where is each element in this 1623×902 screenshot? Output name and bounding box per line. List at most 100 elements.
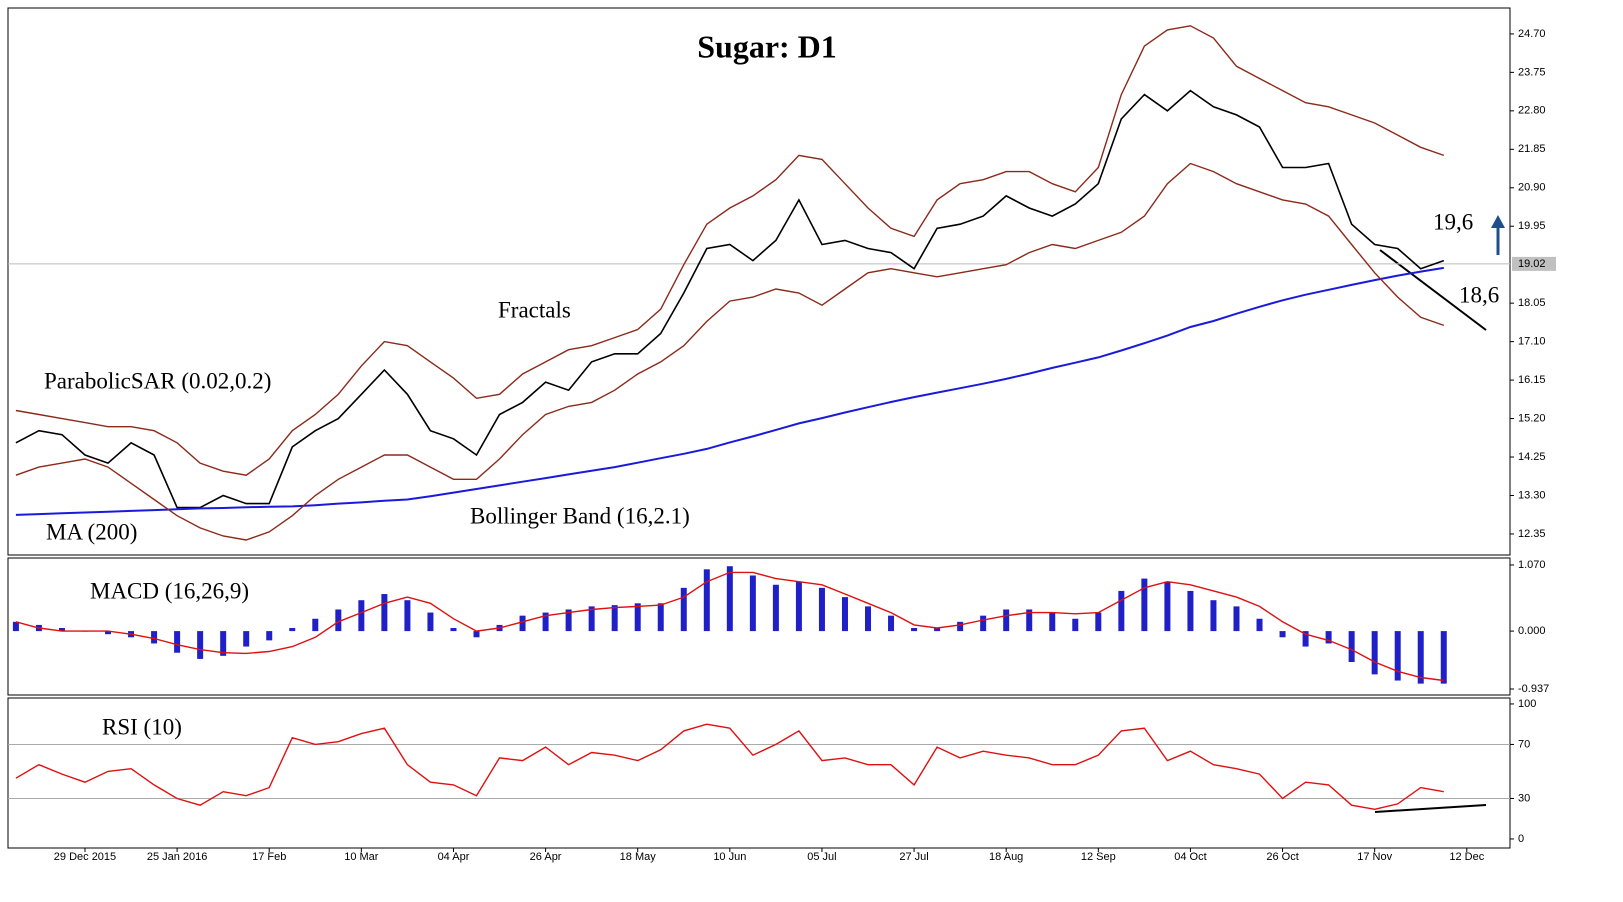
y-tick-label: 19.95 xyxy=(1518,220,1546,232)
main-frame xyxy=(7,7,1511,556)
histogram-bar xyxy=(680,587,687,632)
y-tick-label: 18.05 xyxy=(1518,297,1546,309)
annotation: MA (200) xyxy=(46,519,137,544)
histogram-bar xyxy=(934,628,941,632)
histogram-bar xyxy=(519,615,526,632)
histogram-bar xyxy=(1371,631,1378,675)
histogram-bar xyxy=(473,631,480,638)
x-tick-label: 10 Mar xyxy=(344,851,379,863)
histogram-bar xyxy=(588,606,595,632)
y-tick-label: 14.25 xyxy=(1518,451,1546,463)
series-line xyxy=(15,723,1444,811)
x-tick-label: 26 Apr xyxy=(530,851,562,863)
y-tick-label: 15.20 xyxy=(1518,412,1546,424)
histogram-bar xyxy=(726,566,733,632)
annotation: Bollinger Band (16,2.1) xyxy=(470,503,690,528)
x-tick-label: 18 Aug xyxy=(989,851,1023,863)
y-tick-label: 70 xyxy=(1518,738,1530,750)
histogram-bar xyxy=(1141,578,1148,632)
histogram-bar xyxy=(1049,612,1056,632)
y-tick-label: 24.70 xyxy=(1518,28,1546,40)
series-line xyxy=(15,25,1445,476)
histogram-bar xyxy=(312,618,319,632)
series-line xyxy=(15,571,1444,682)
histogram-bar xyxy=(911,628,918,632)
annotation: Fractals xyxy=(498,297,571,322)
histogram-bar xyxy=(957,621,964,632)
panel-title: MACD (16,26,9) xyxy=(90,578,249,603)
y-tick-label: 20.90 xyxy=(1518,182,1546,194)
histogram-bar xyxy=(1118,590,1125,632)
histogram-bar xyxy=(634,603,641,632)
histogram-bar xyxy=(749,575,756,632)
current-price-box xyxy=(1512,256,1556,271)
y-tick-label: 16.15 xyxy=(1518,374,1546,386)
x-tick-label: 25 Jan 2016 xyxy=(147,851,208,863)
x-tick-label: 10 Jun xyxy=(713,851,746,863)
histogram-bar xyxy=(289,628,296,632)
series-line xyxy=(15,162,1445,541)
histogram-bar xyxy=(197,631,204,659)
histogram-bar xyxy=(1256,618,1263,632)
histogram-bar xyxy=(220,631,227,656)
histogram-bar xyxy=(1233,606,1240,632)
x-tick-label: 17 Nov xyxy=(1357,851,1392,863)
x-tick-label: 04 Oct xyxy=(1174,851,1206,863)
plot-layer: 12.35 13.30 14.25 15.20 16.15 17.10 18.05 19.95… xyxy=(8,25,1556,863)
histogram-bar xyxy=(703,569,710,632)
trend-line xyxy=(1374,804,1487,813)
histogram-bar xyxy=(1026,609,1033,632)
histogram-bar xyxy=(1417,631,1424,684)
x-tick-label: 18 May xyxy=(620,851,657,863)
y-tick-label: 17.10 xyxy=(1518,336,1546,348)
y-tick-label: 0 xyxy=(1518,833,1524,845)
x-tick-label: 12 Dec xyxy=(1449,851,1484,863)
y-tick-label: 22.80 xyxy=(1518,105,1546,117)
histogram-bar xyxy=(657,603,664,632)
histogram-bar xyxy=(404,600,411,632)
histogram-bar xyxy=(450,628,457,632)
histogram-bar xyxy=(105,631,112,635)
x-tick-label: 04 Apr xyxy=(438,851,470,863)
histogram-bar xyxy=(565,609,572,632)
x-tick-label: 29 Dec 2015 xyxy=(54,851,116,863)
histogram-bar xyxy=(58,628,65,632)
histogram-bar xyxy=(151,631,158,644)
histogram-bar xyxy=(865,606,872,632)
x-tick-label: 26 Oct xyxy=(1266,851,1298,863)
x-tick-label: 17 Feb xyxy=(252,851,286,863)
histogram-bar xyxy=(772,584,779,632)
histogram-bar xyxy=(1325,631,1332,644)
y-tick-label: -0.937 xyxy=(1518,683,1549,695)
y-tick-label: 100 xyxy=(1518,698,1536,710)
y-tick-label: 12.35 xyxy=(1518,528,1546,540)
annotation: 18,6 xyxy=(1459,282,1499,307)
annotation: 19,6 xyxy=(1433,209,1473,234)
histogram-bar xyxy=(888,615,895,632)
histogram-bar xyxy=(381,594,388,632)
histogram-bar xyxy=(542,612,549,632)
histogram-bar xyxy=(1440,631,1447,684)
y-tick-label: 23.75 xyxy=(1518,66,1546,78)
series-line xyxy=(15,89,1445,509)
histogram-bar xyxy=(818,587,825,632)
y-tick-label: 13.30 xyxy=(1518,489,1546,501)
histogram-bar xyxy=(12,621,19,632)
x-tick-label: 12 Sep xyxy=(1081,851,1116,863)
histogram-bar xyxy=(174,631,181,653)
histogram-bar xyxy=(243,631,250,647)
histogram-bar xyxy=(266,631,273,641)
histogram-bar xyxy=(1302,631,1309,647)
histogram-bar xyxy=(1095,612,1102,632)
y-tick-label: 1.070 xyxy=(1518,559,1546,571)
macd-frame xyxy=(7,557,1511,696)
rsi-frame xyxy=(7,697,1511,849)
x-tick-label: 05 Jul xyxy=(807,851,836,863)
y-tick-label: 30 xyxy=(1518,792,1530,804)
histogram-bar xyxy=(1003,609,1010,632)
y-tick-label: 21.85 xyxy=(1518,143,1546,155)
histogram-bar xyxy=(1348,631,1355,663)
y-tick-label: 0.000 xyxy=(1518,625,1546,637)
